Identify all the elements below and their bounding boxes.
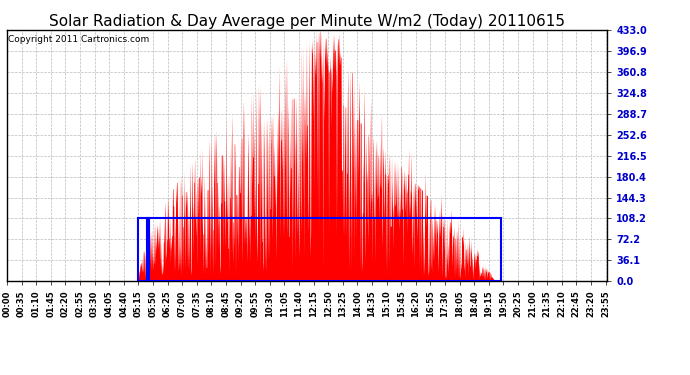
Title: Solar Radiation & Day Average per Minute W/m2 (Today) 20110615: Solar Radiation & Day Average per Minute… [49,14,565,29]
Bar [138,219,501,281]
Text: Copyright 2011 Cartronics.com: Copyright 2011 Cartronics.com [8,35,149,44]
Bar [147,219,149,281]
